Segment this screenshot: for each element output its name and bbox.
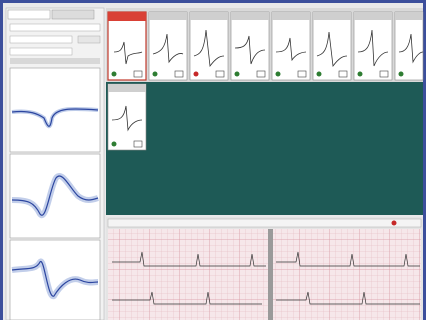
waveform-box <box>10 68 100 152</box>
record-indicator <box>392 221 397 226</box>
button[interactable] <box>78 36 100 43</box>
template-thumbnail[interactable] <box>190 12 228 80</box>
toolbar <box>10 58 100 64</box>
page <box>0 0 426 320</box>
waveform-box <box>10 154 100 238</box>
template-thumbnail[interactable] <box>272 12 310 80</box>
ecg-toolbar <box>108 219 421 227</box>
tab[interactable] <box>8 10 50 19</box>
dropdown[interactable] <box>10 48 72 55</box>
template-thumbnail[interactable] <box>108 84 146 150</box>
template-thumbnail[interactable] <box>108 12 146 80</box>
screenshot <box>0 0 426 320</box>
ecg-grid <box>108 229 421 320</box>
template-thumbnail[interactable] <box>313 12 351 80</box>
tab[interactable] <box>52 10 94 19</box>
ecg-splitter[interactable] <box>268 229 273 320</box>
left-panel <box>6 8 104 320</box>
workspace <box>106 82 423 215</box>
template-thumbnail[interactable] <box>354 12 392 80</box>
waveform-box <box>10 240 100 320</box>
template-thumbnail[interactable] <box>231 12 269 80</box>
dropdown[interactable] <box>10 24 100 31</box>
dropdown[interactable] <box>10 36 72 43</box>
template-thumbnail[interactable] <box>395 12 423 80</box>
template-thumbnail[interactable] <box>149 12 187 80</box>
ecg-panel <box>106 217 423 320</box>
